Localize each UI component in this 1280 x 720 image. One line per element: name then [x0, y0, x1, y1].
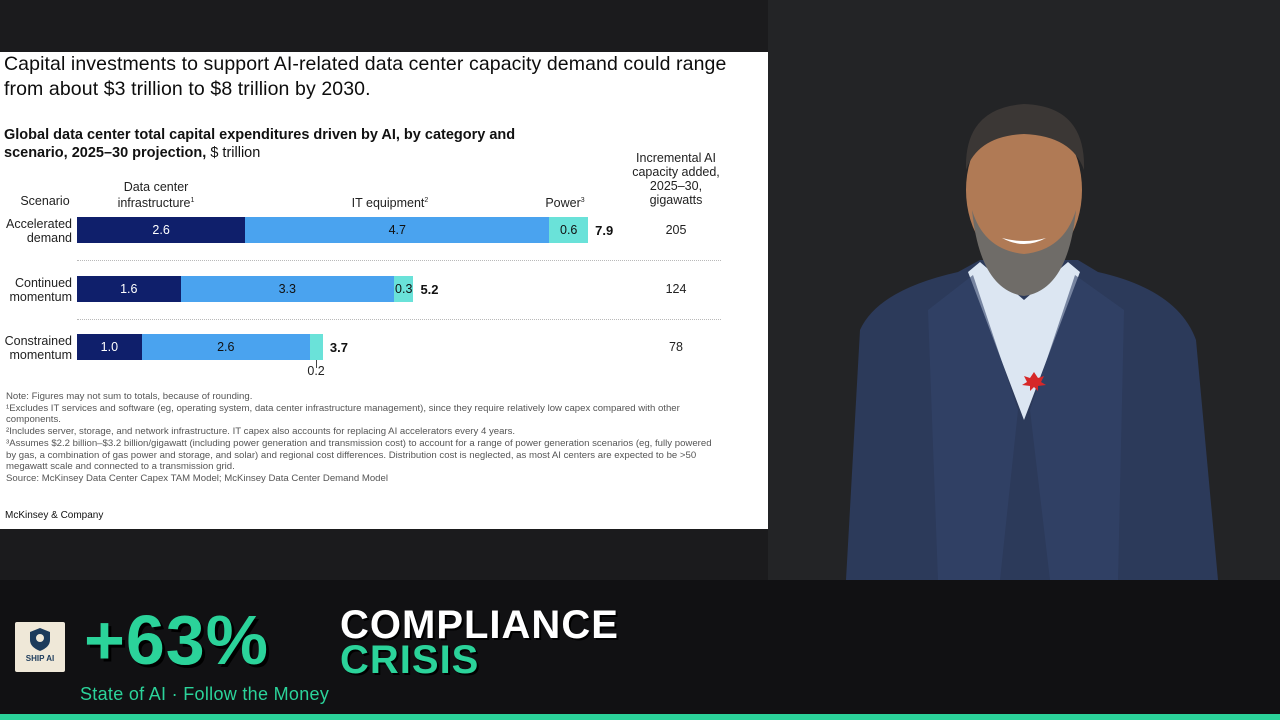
note-rounding: Note: Figures may not sum to totals, bec… [6, 391, 253, 402]
bar-data-center: 1.0 [77, 334, 142, 360]
incremental-capacity: 124 [665, 282, 687, 296]
tagline: State of AI · Follow the Money [80, 684, 330, 704]
bar-data-center: 1.6 [77, 276, 181, 302]
maple-leaf-icon [1022, 372, 1046, 391]
bar-it-equipment: 4.7 [245, 217, 550, 243]
bar-power [309, 334, 323, 360]
chart-subtitle: Global data center total capital expendi… [4, 126, 524, 162]
accent-bar [0, 714, 1280, 720]
bar-power: 0.3 [394, 276, 414, 302]
header-it-equipment: IT equipment2 [330, 194, 450, 210]
bar-it-equipment: 3.3 [180, 276, 395, 302]
row-divider [77, 260, 721, 261]
bar-data-center: 2.6 [77, 217, 246, 243]
note-source: Source: McKinsey Data Center Capex TAM M… [6, 472, 388, 484]
header-it-note: 2 [424, 197, 429, 204]
header-power: Power3 [535, 194, 595, 210]
bar-total: 7.9 [595, 223, 614, 238]
incremental-capacity: 78 [669, 340, 683, 354]
header-it-label: IT equipment [351, 196, 425, 211]
scenario-header: Scenario [20, 194, 70, 208]
note-3: ³Assumes $2.2 billion–$3.2 billion/gigaw… [6, 437, 712, 473]
bar-power-label: 0.2 [307, 364, 325, 378]
headline-line-2: CRISIS [340, 638, 480, 682]
bar-total: 5.2 [420, 282, 439, 297]
speaker-photo [768, 0, 1280, 580]
chart-subtitle-bold: Global data center total capital expendi… [4, 127, 516, 161]
bar-power: 0.6 [549, 217, 589, 243]
scenario-label: Accelerated demand [5, 217, 72, 245]
headline-line-1: COMPLIANCE [340, 603, 619, 647]
shield-icon [30, 628, 50, 651]
bar-it-equipment: 2.6 [141, 334, 310, 360]
note-1: ¹Excludes IT services and software (eg, … [6, 402, 680, 426]
scenario-label: Constrained momentum [4, 334, 72, 362]
incremental-capacity: 205 [665, 223, 687, 237]
chart-panel: Capital investments to support AI-relate… [0, 52, 768, 529]
label-leader-line [316, 360, 318, 368]
top-strip [0, 0, 768, 52]
note-2: ²Includes server, storage, and network i… [6, 426, 516, 438]
header-power-label: Power [545, 196, 581, 211]
lower-third: SHIP AI +63% COMPLIANCE CRISIS State of … [0, 580, 1280, 714]
bar-total: 3.7 [329, 340, 348, 355]
header-data-center-note: 1 [190, 197, 195, 204]
headline-stat: +63% [84, 601, 269, 679]
header-data-center-label: Data center infrastructure [117, 180, 191, 211]
chart-headline: Capital investments to support AI-relate… [4, 53, 727, 100]
chart-subtitle-unit: $ trillion [206, 145, 261, 161]
row-divider [77, 319, 721, 320]
header-data-center: Data center infrastructure1 [100, 180, 212, 210]
header-power-note: 3 [580, 197, 585, 204]
ship-ai-logo: SHIP AI [15, 622, 65, 672]
chart-notes: Note: Figures may not sum to totals, bec… [6, 391, 716, 485]
logo-text: SHIP AI [25, 654, 55, 663]
speaker-illustration [768, 0, 1280, 580]
scenario-label: Continued momentum [9, 276, 72, 304]
below-chart-strip [0, 529, 768, 580]
incremental-header: Incremental AI capacity added, 2025–30, … [632, 151, 720, 207]
source-brand: McKinsey & Company [5, 510, 104, 521]
